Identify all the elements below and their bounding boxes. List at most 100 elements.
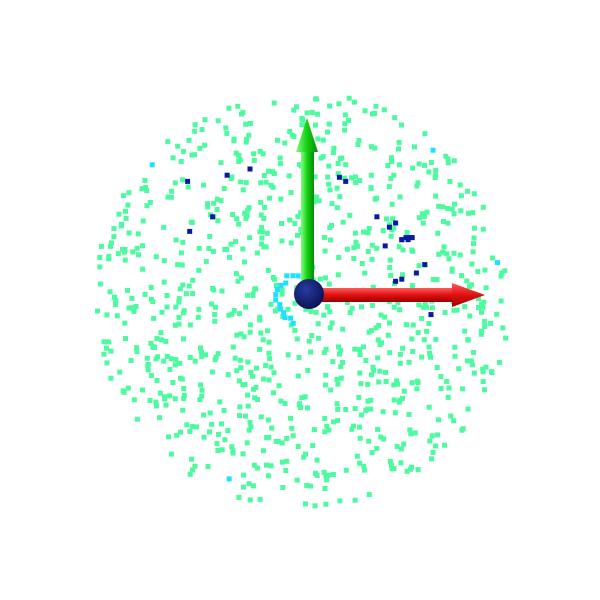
point-bulk (401, 388, 407, 394)
point-bulk (259, 225, 265, 231)
point-bulk (445, 394, 451, 400)
point-bulk (248, 369, 254, 375)
point-bulk (291, 134, 297, 139)
point-bulk (369, 256, 375, 262)
point-bulk (433, 193, 439, 199)
point-bulk (315, 136, 321, 142)
point-bulk (414, 378, 420, 384)
point-bulk (392, 115, 398, 121)
point-bulk (334, 185, 340, 191)
point-bulk (408, 431, 414, 437)
point-bulk (322, 415, 328, 421)
point-bulk (482, 324, 488, 329)
point-bulk (265, 267, 271, 273)
point-bulk (427, 438, 433, 444)
point-bulk (172, 396, 178, 402)
point-bulk (316, 335, 322, 341)
point-bulk (258, 180, 264, 186)
point-bulk (329, 320, 335, 326)
point-bulk (451, 211, 457, 217)
point-bulk (125, 385, 131, 391)
point-bulk (372, 145, 378, 151)
point-highlighted (428, 312, 434, 318)
point-bulk (482, 267, 488, 273)
point-bulk (210, 248, 216, 254)
point-bulk (139, 186, 145, 192)
point-bulk (391, 225, 397, 231)
point-bulk (128, 358, 134, 363)
point-bulk (234, 332, 240, 338)
point-bulk (352, 230, 358, 236)
point-inner-ring (282, 315, 288, 321)
point-bulk (215, 448, 221, 453)
point-bulk (305, 367, 311, 373)
point-bulk (247, 329, 253, 335)
point-bulk (416, 161, 422, 167)
y-axis-arrow (296, 118, 318, 285)
point-bulk (368, 144, 374, 150)
point-bulk (400, 345, 406, 351)
point-bulk (352, 497, 358, 503)
point-bulk (471, 241, 476, 247)
point-bulk (101, 339, 107, 345)
point-bulk (189, 219, 195, 225)
point-bulk (229, 174, 235, 180)
point-bulk (434, 365, 440, 370)
point-bulk (207, 410, 213, 416)
point-bulk (243, 413, 248, 419)
point-bulk (95, 308, 100, 314)
point-bulk (164, 353, 170, 359)
point-bulk (375, 355, 381, 361)
point-bulk (356, 394, 362, 400)
point-bulk (369, 372, 374, 378)
point-bulk (114, 313, 120, 319)
point-bulk (230, 212, 236, 217)
point-bulk (400, 247, 406, 253)
point-bulk (211, 200, 217, 206)
point-bulk (312, 122, 318, 128)
point-bulk (245, 392, 251, 398)
point-inner-ring (277, 302, 283, 307)
point-bulk (217, 399, 223, 405)
point-highlighted (403, 235, 409, 241)
point-bulk (426, 404, 432, 410)
point-bulk (340, 360, 346, 365)
point-bulk (452, 344, 458, 350)
point-bulk (277, 161, 283, 167)
point-bulk (148, 340, 154, 346)
point-bulk (289, 425, 295, 431)
point-bulk (401, 441, 407, 447)
point-bulk (374, 245, 380, 251)
point-bulk (435, 432, 440, 438)
point-bulk (464, 278, 470, 284)
point-bulk (376, 379, 382, 385)
point-bulk (462, 328, 468, 334)
point-bulk (344, 300, 350, 305)
point-bulk (351, 245, 357, 251)
point-bulk (451, 418, 457, 424)
point-bulk (322, 382, 328, 388)
point-bulk (336, 101, 342, 107)
point-bulk (197, 397, 203, 403)
point-bulk (187, 428, 193, 434)
point-bulk (469, 282, 475, 288)
point-bulk (181, 396, 187, 401)
point-bulk (298, 405, 303, 410)
point-bulk (327, 325, 333, 331)
point-highlighted (247, 166, 253, 172)
point-bulk (323, 501, 329, 507)
point-bulk (451, 250, 457, 256)
point-bulk (266, 168, 272, 174)
point-bulk (173, 237, 179, 243)
point-bulk (247, 322, 253, 328)
point-inner-ring (273, 292, 279, 298)
point-bulk (265, 473, 271, 479)
point-bulk (447, 179, 453, 184)
point-bulk (142, 291, 148, 297)
point-bulk (270, 390, 276, 396)
point-bulk (244, 440, 250, 446)
point-bulk (446, 256, 452, 262)
point-bulk (322, 486, 328, 491)
point-bulk (116, 211, 122, 217)
